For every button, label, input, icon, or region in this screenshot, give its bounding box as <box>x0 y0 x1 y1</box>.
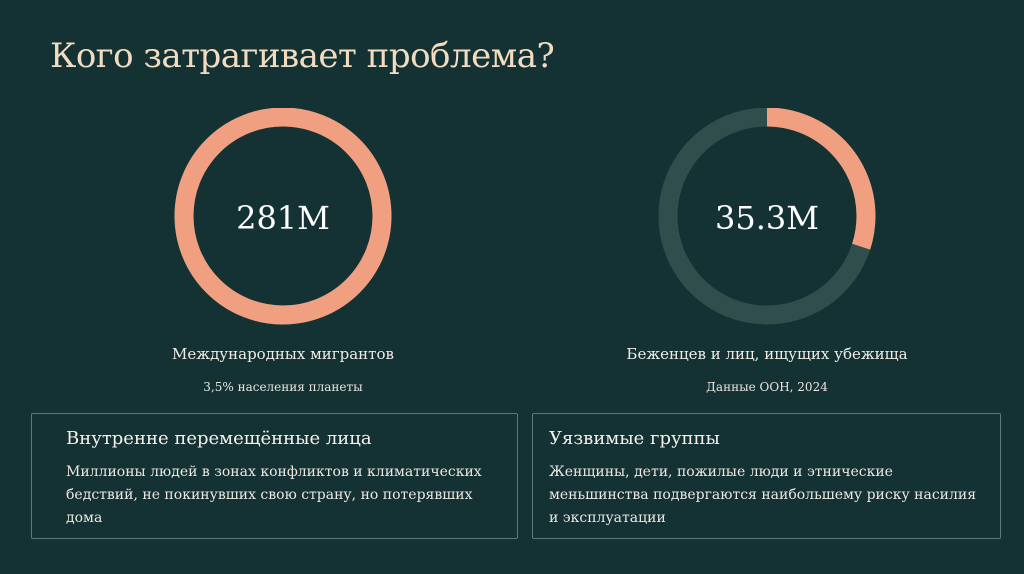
card-idp: Внутренне перемещённые лица Миллионы люд… <box>31 413 518 539</box>
card-text: Женщины, дети, пожилые люди и этнические… <box>549 464 977 526</box>
card-text: Миллионы людей в зонах конфликтов и клим… <box>66 464 482 526</box>
ring-fill <box>658 108 876 325</box>
stat-migrants: 281M <box>168 108 398 328</box>
stat-label: Международных мигрантов <box>172 345 394 363</box>
card-vulnerable-groups: Уязвимые группы Женщины, дети, пожилые л… <box>532 413 1001 539</box>
card-title: Внутренне перемещённые лица <box>66 428 372 449</box>
stat-sublabel: 3,5% населения планеты <box>203 380 363 394</box>
stat-refugees: 35.3M <box>652 108 882 328</box>
card-title: Уязвимые группы <box>549 428 720 449</box>
stat-value: 35.3M <box>714 199 819 237</box>
stat-sublabel: Данные ООН, 2024 <box>706 380 828 394</box>
stat-value: 281M <box>236 199 330 237</box>
page-title: Кого затрагивает проблема? <box>50 36 555 76</box>
ring-fill <box>174 108 392 325</box>
stat-label: Беженцев и лиц, ищущих убежища <box>626 345 908 363</box>
progress-ring-migrants <box>174 108 392 325</box>
progress-ring-refugees <box>658 108 876 325</box>
